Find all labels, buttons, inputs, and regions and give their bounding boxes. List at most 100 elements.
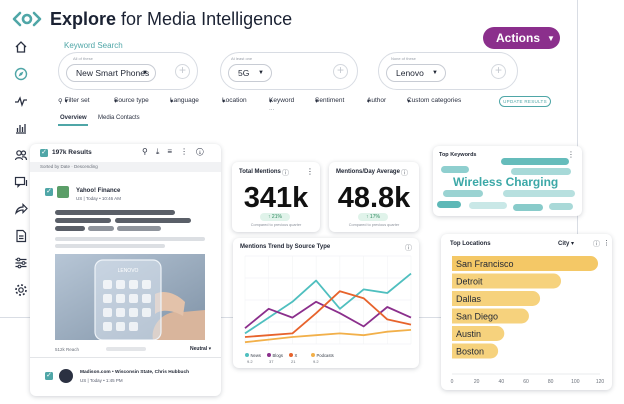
location-bar[interactable] [452,273,562,289]
settings-icon[interactable] [11,281,31,299]
search-icon[interactable]: ⚲ [142,147,156,156]
headline-placeholder [55,218,111,223]
people-icon[interactable] [11,146,31,164]
location-bar[interactable] [452,291,541,306]
active-tab-indicator [58,124,88,126]
divider [30,357,221,358]
results-count: 197k Results [52,149,92,156]
tab-overview[interactable]: Overview [60,115,87,121]
legend-label: Blogs [273,353,283,358]
legend-swatch [311,353,315,357]
location-label: Boston [456,347,484,357]
all-of-these-group: All of these New Smart Phones ▼ + [58,52,198,90]
home-icon[interactable] [11,38,31,56]
mentions-per-day-value: 48.8k [337,182,411,214]
item-checkbox[interactable]: ✓ [45,188,53,196]
legend-label: Podcasts [317,353,334,358]
result-source[interactable]: Yahoo! Finance [76,188,121,194]
download-icon[interactable]: ⤓ [155,147,168,156]
location-dropdown[interactable]: Location ▾ [222,97,247,105]
sliders-icon[interactable] [11,254,31,272]
location-label: Dallas [456,294,482,304]
legend-label: X [295,353,298,358]
sort-bar [30,162,221,172]
info-icon[interactable]: ⓘ [282,170,289,177]
legend-total: 9.2 [247,359,253,364]
phone-screen-label: LENOVO [118,268,139,274]
keyword-chip-5g[interactable]: 5G ▼ [228,64,272,82]
series-line-blogs[interactable] [244,300,412,329]
location-bar[interactable] [452,343,499,359]
author-dropdown[interactable]: Author ▾ [367,97,387,105]
results-toolbar: ⚲⤓≡⋮ⓘ [142,147,212,157]
location-bar[interactable] [452,308,529,324]
source-logo [59,369,73,383]
axis-tick-label: 100 [571,379,580,385]
summary-placeholder [55,244,165,248]
location-bar[interactable] [452,256,599,271]
add-keyword-icon[interactable]: + [175,64,190,79]
headline-placeholder [117,226,161,231]
headline-placeholder [55,210,175,215]
more-filters-indicator[interactable]: ... [269,105,275,112]
axis-tick-label: 20 [474,379,480,385]
pulse-icon[interactable] [11,92,31,110]
none-of-these-group: None of these Lenovo ▼ + [378,52,518,90]
series-line-news[interactable] [244,272,412,335]
more-icon[interactable]: ⋮ [180,147,197,156]
chevron-down-icon: ▾ [208,346,212,352]
keyword-chip-lenovo[interactable]: Lenovo ▼ [386,64,446,82]
axis-tick-label: 80 [548,379,554,385]
group-caption: At least one [231,56,253,61]
mentions-per-day-card: Mentions/Day Average ⓘ 48.8k ↑ 17% Compa… [329,162,419,232]
update-results-button[interactable]: UPDATE RESULTS [499,96,551,107]
share-icon[interactable] [11,200,31,218]
location-bar[interactable] [452,326,505,341]
headline-placeholder [55,226,85,231]
keyword-bar [443,190,483,197]
language-dropdown[interactable]: Language ▾ [170,97,199,105]
keyword-bar [437,201,461,208]
document-icon[interactable] [11,227,31,245]
sentiment-dropdown[interactable]: Sentiment ▾ [315,97,345,105]
more-icon[interactable]: ⋮ [603,240,610,247]
messages-icon[interactable] [11,173,31,191]
highlighted-keyword[interactable]: Wireless Charging [453,175,559,189]
actions-button[interactable]: Actions ▼ [483,27,560,49]
select-all-checkbox[interactable]: ✓ [40,149,48,157]
card-title: Total Mentions [239,169,281,175]
legend-total: 9.2 [313,359,319,364]
group-caption: All of these [73,56,93,61]
bar-chart-icon[interactable] [11,119,31,137]
keyword-dropdown[interactable]: Keyword ▾ [269,97,295,105]
tab-media-contacts[interactable]: Media Contacts [98,115,140,121]
sort-icon[interactable]: ≡ [167,147,181,156]
info-icon[interactable]: ⓘ [593,241,600,248]
chart-title: Mentions Trend by Source Type [240,244,331,250]
info-icon[interactable]: ⓘ [401,170,408,177]
legend-swatch [245,353,249,357]
keyword-bar [503,190,575,197]
city-selector[interactable]: City ▾ [558,241,575,247]
item-checkbox[interactable]: ✓ [45,372,53,380]
series-line-podcasts[interactable] [244,329,412,344]
keyword-chip-new-smart-phones[interactable]: New Smart Phones ▼ [66,64,156,82]
legend-total: 21 [291,359,296,364]
filter-set-dropdown[interactable]: ⚲ Filter set ▾ [58,97,90,105]
more-icon[interactable]: ⋮ [306,167,314,176]
add-keyword-icon[interactable]: + [491,64,506,79]
more-icon[interactable]: ⋮ [567,150,575,159]
custom-categories-dropdown[interactable]: Custom categories ▾ [407,97,462,105]
info-icon[interactable]: ⓘ [196,147,212,156]
more-icon[interactable]: ⓘ [405,245,412,252]
sort-label[interactable]: Sorted by Date · Descending [40,164,98,169]
comparison-caption: Compared to previous quarter [250,223,302,227]
explore-icon[interactable] [11,65,31,83]
series-line-x[interactable] [244,290,412,338]
mentions-trend-card: Mentions Trend by Source Type ⓘ News 9.2 B… [233,238,419,368]
source-type-dropdown[interactable]: Source type ▾ [114,97,149,105]
group-caption: None of these [391,56,416,61]
result-source[interactable]: Madison.com • Wisconsin State, Chris Hub… [80,370,190,375]
add-keyword-icon[interactable]: + [333,64,348,79]
